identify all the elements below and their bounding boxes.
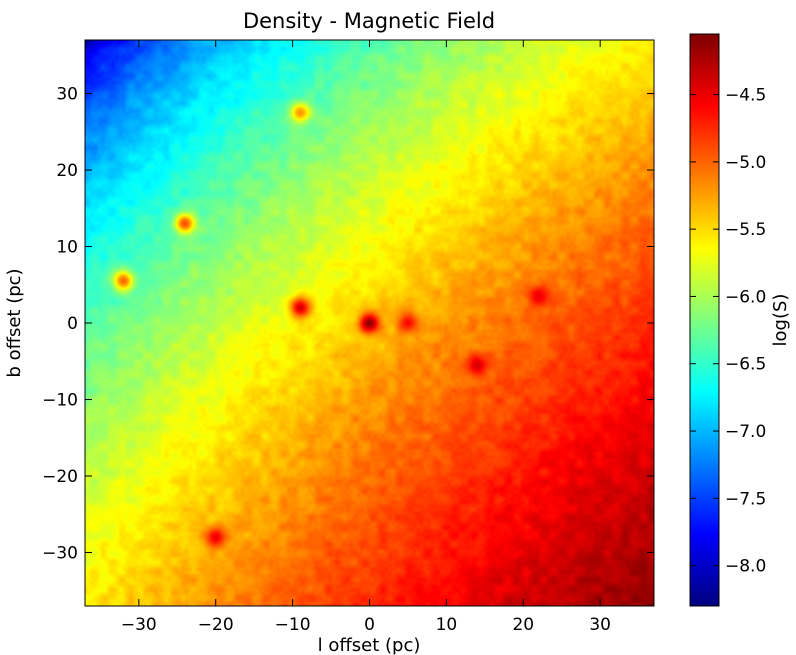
colorbar-tick-label: −5.0 [725,153,766,173]
y-tick-label: −30 [42,543,78,563]
colorbar-tick-label: −7.0 [725,422,766,442]
colorbar-tick-label: −4.5 [725,86,766,106]
x-axis-label: l offset (pc) [318,635,421,655]
y-tick-label: −20 [42,467,78,487]
x-tick-label: 20 [512,615,534,635]
colorbar-axis: −8.0 −7.5 −7.0 −6.5 −6.0 −5.5 −5.0 −4.5 [690,86,766,577]
x-tick-label: −20 [198,615,234,635]
colorbar-tick-label: −5.5 [725,220,766,240]
colorbar-frame [689,33,720,607]
y-tick-label: 10 [56,238,78,258]
y-tick-label: −10 [42,390,78,410]
colorbar-tick-label: −8.0 [725,557,766,577]
x-tick-label: −30 [121,615,157,635]
colorbar-tick-label: −6.0 [725,287,766,307]
chart-title: Density - Magnetic Field [243,9,495,33]
colorbar-tick-label: −7.5 [725,489,766,509]
y-tick-label: 30 [56,85,78,105]
x-tick-label: 0 [364,615,375,635]
x-tick-label: 30 [589,615,611,635]
colorbar [690,34,719,606]
x-tick-label: −10 [275,615,311,635]
y-axis-label: b offset (pc) [4,268,25,377]
colorbar-label: log(S) [770,294,791,347]
colorbar-tick-label: −6.5 [725,355,766,375]
heatmap-area [85,40,654,606]
y-axis: −30 −20 −10 0 10 20 30 [42,85,654,563]
y-tick-label: 0 [67,314,78,334]
x-tick-label: 10 [436,615,458,635]
y-tick-label: 20 [56,161,78,181]
x-axis: −30 −20 −10 0 10 20 30 [121,40,611,635]
